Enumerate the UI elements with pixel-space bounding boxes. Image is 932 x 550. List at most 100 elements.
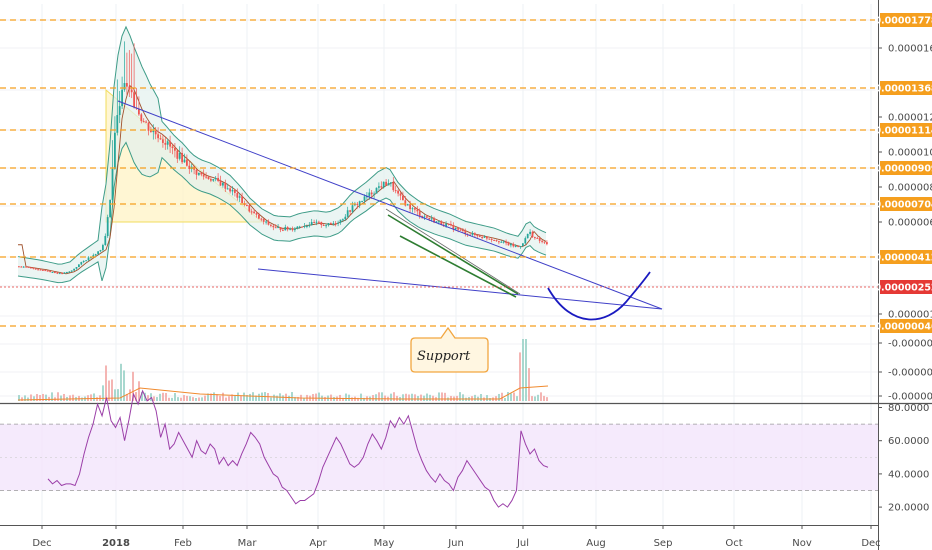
volume-bar xyxy=(414,394,416,401)
candle-body xyxy=(128,86,131,90)
volume-bar xyxy=(345,393,347,401)
volume-bar xyxy=(102,385,104,401)
volume-bar xyxy=(393,392,395,401)
candle-body xyxy=(531,231,534,238)
candle-body xyxy=(279,227,282,230)
volume-bar xyxy=(210,393,212,401)
volume-bar xyxy=(375,394,377,401)
candle-body xyxy=(526,233,529,239)
volume-bar xyxy=(513,392,515,401)
candle-body xyxy=(346,210,349,217)
candle-body xyxy=(229,188,231,192)
volume-bar xyxy=(63,393,65,401)
volume-bar xyxy=(348,394,350,401)
candle-body xyxy=(22,266,25,268)
y-tick-label: 0.00000100 xyxy=(888,310,932,321)
level-label: 0.00001778 xyxy=(874,16,932,27)
candle-body xyxy=(390,182,392,184)
candle-body xyxy=(315,221,318,223)
x-tick-label: May xyxy=(374,538,395,549)
volume-bar xyxy=(429,394,431,401)
volume-bar xyxy=(537,394,539,401)
horizontal-levels xyxy=(0,19,878,327)
candle-body xyxy=(116,115,119,133)
volume-bar xyxy=(36,394,38,401)
volume-bar xyxy=(288,395,290,401)
level-label-bg xyxy=(880,319,932,333)
volume-bar xyxy=(303,397,305,401)
volume-bar xyxy=(129,389,131,401)
bollinger-upper xyxy=(17,25,547,265)
volume-bar xyxy=(174,393,176,401)
candle-body xyxy=(418,211,421,216)
candle-body xyxy=(253,211,255,214)
price-axis: 0.00001778 0.00001368 0.00001114 0.00000909… xyxy=(874,13,932,403)
volume-bar xyxy=(417,395,419,401)
candle-body xyxy=(226,188,229,190)
candle-body xyxy=(433,218,435,223)
candle-body xyxy=(37,269,39,271)
volume-bar xyxy=(141,392,143,401)
candle-body xyxy=(510,243,512,246)
rsi-tick-label: 80.0000 xyxy=(888,403,929,414)
candle-body xyxy=(44,270,47,272)
volume-bar xyxy=(153,396,155,401)
volume-bar xyxy=(318,392,320,401)
candle-body xyxy=(313,222,315,224)
candle-body xyxy=(75,266,78,269)
volume-bar xyxy=(132,371,134,401)
callout-text: Support xyxy=(417,349,471,364)
candle-body xyxy=(99,250,102,252)
candle-body xyxy=(27,266,30,268)
candle-body xyxy=(529,231,531,234)
level-label: 0.00001368 xyxy=(874,84,932,95)
volume-bar xyxy=(198,397,200,401)
candle-body xyxy=(517,245,519,248)
y-tick-label: 0.00000600 xyxy=(888,218,932,229)
candle-body xyxy=(440,221,443,225)
volume-bar xyxy=(27,397,29,401)
last-price-bg xyxy=(880,280,932,294)
x-tick-label: Sep xyxy=(654,538,673,549)
candle-body xyxy=(260,218,263,220)
candle-body xyxy=(445,223,447,227)
volume-bar xyxy=(168,397,170,401)
candle-body xyxy=(181,152,183,163)
support-callout[interactable]: Support xyxy=(410,326,489,373)
volume-bar xyxy=(474,394,476,401)
candle-body xyxy=(507,243,510,246)
candle-body xyxy=(30,267,32,269)
candle-body xyxy=(450,223,452,226)
candle-body xyxy=(104,235,107,246)
volume-bar xyxy=(150,393,152,401)
candle-body xyxy=(32,267,35,269)
candle-body xyxy=(20,266,23,268)
y-tick-label: -0.00000320 xyxy=(888,392,932,403)
y-tick-label: -0.00000050 xyxy=(888,339,932,350)
y-tick-label: -0.00000190 xyxy=(888,368,932,379)
volume-bar xyxy=(510,393,512,401)
candle-body xyxy=(219,181,222,186)
callout-box xyxy=(410,326,489,373)
volume-bar xyxy=(381,392,383,401)
volume-bar xyxy=(42,393,44,401)
rsi-line xyxy=(47,389,549,508)
candle-body xyxy=(284,227,287,231)
candle-body xyxy=(380,186,383,188)
volume-bar xyxy=(60,395,62,401)
candle-body xyxy=(423,216,426,218)
volume-bar xyxy=(219,395,221,401)
candle-body xyxy=(282,229,284,231)
x-tick-label: Oct xyxy=(725,538,742,549)
candle-body xyxy=(78,264,80,267)
volume-bar xyxy=(378,392,380,401)
volume-bar xyxy=(459,392,461,401)
bollinger-lower xyxy=(17,141,547,284)
volume-bar xyxy=(360,393,362,401)
candle-body xyxy=(368,192,371,197)
candle-body xyxy=(332,223,335,225)
candle-body xyxy=(176,150,179,159)
candle-body xyxy=(147,122,150,131)
candle-body xyxy=(414,208,416,210)
volume-bar xyxy=(237,392,239,401)
